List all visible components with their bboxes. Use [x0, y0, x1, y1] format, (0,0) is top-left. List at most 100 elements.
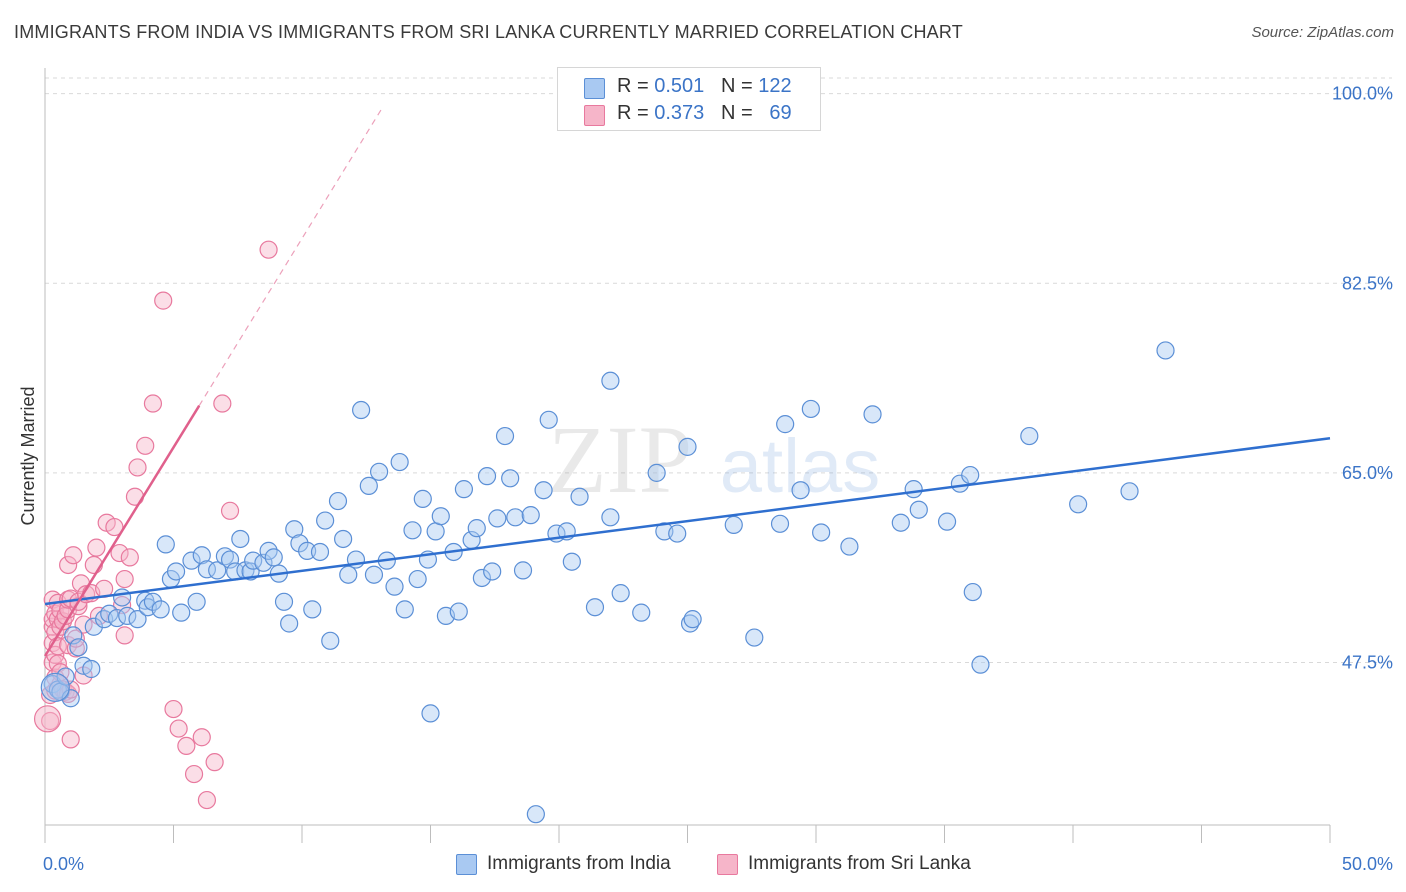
correlation-legend: R = 0.501 N = 122 R = 0.373 N = 69: [557, 67, 821, 131]
india-point: [1156, 341, 1175, 360]
india-point: [220, 550, 240, 569]
india-point: [904, 480, 923, 499]
chart-title: IMMIGRANTS FROM INDIA VS IMMIGRANTS FROM…: [14, 22, 963, 42]
srilanka-point: [115, 569, 134, 589]
srilanka-point: [105, 517, 124, 537]
watermark-atlas: atlas: [720, 424, 881, 509]
india-point: [562, 552, 581, 571]
india-point: [395, 600, 414, 619]
india-point: [611, 584, 630, 603]
india-point: [937, 512, 957, 531]
india-point: [891, 513, 910, 532]
india-point: [570, 487, 589, 506]
india-point: [370, 462, 389, 481]
legend-india-r-value: 0.501: [654, 75, 705, 97]
bottom-legend-swatch-srilanka: [717, 854, 738, 875]
srilanka-point: [259, 240, 278, 259]
india-point: [961, 465, 980, 485]
x-tick-label-min: 0.0%: [43, 854, 84, 874]
india-point: [601, 508, 620, 527]
india-point: [364, 565, 384, 584]
india-point: [390, 452, 409, 472]
y-tick-label: 47.5%: [1342, 652, 1393, 672]
india-point: [95, 610, 114, 629]
india-point: [863, 405, 882, 424]
india-point: [264, 548, 283, 567]
srilanka-point: [143, 394, 163, 413]
india-point: [328, 491, 348, 511]
srilanka-point: [154, 291, 173, 310]
india-point: [971, 655, 990, 674]
india-point: [231, 529, 250, 549]
srilanka-point: [177, 736, 196, 756]
srilanka-point: [169, 719, 188, 738]
india-point: [683, 610, 702, 629]
trend-lines: [43, 108, 1331, 657]
india-point: [601, 371, 620, 390]
india-point: [280, 614, 299, 633]
srilanka-point: [136, 436, 155, 455]
srilanka-point: [33, 705, 62, 733]
india-point: [298, 541, 317, 560]
legend-swatch-srilanka: [584, 105, 605, 126]
india-point: [472, 568, 491, 588]
india-point: [585, 598, 605, 617]
india-point: [501, 469, 520, 488]
legend-srilanka-r-value: 0.373: [654, 102, 705, 124]
india-point: [513, 561, 533, 580]
legend-india-n-label: N =: [720, 75, 753, 97]
india-point: [182, 551, 201, 570]
srilanka-point: [164, 699, 183, 719]
axes: [44, 68, 1331, 843]
india-point: [40, 672, 70, 703]
india-point: [254, 553, 273, 572]
india-point: [770, 514, 790, 533]
legend-srilanka-r-label: R =: [617, 102, 649, 124]
india-point: [285, 520, 304, 539]
srilanka-point: [61, 730, 80, 749]
srilanka-point: [110, 543, 129, 563]
india-point: [187, 592, 206, 611]
india-point: [156, 535, 175, 554]
india-point: [112, 588, 132, 607]
india-point: [172, 603, 191, 622]
srilanka-points: [33, 240, 278, 810]
india-point: [310, 542, 330, 562]
india-point: [166, 562, 186, 581]
india-point: [539, 410, 558, 429]
india-point: [776, 415, 795, 434]
india-point: [339, 565, 358, 584]
india-point: [64, 626, 83, 645]
india-point: [215, 547, 234, 566]
india-point: [290, 534, 309, 553]
india-point: [488, 509, 507, 528]
india-point: [143, 592, 163, 611]
india-point: [791, 481, 810, 500]
india-point: [408, 569, 427, 589]
india-point: [678, 437, 697, 456]
india-point: [467, 519, 486, 538]
india-point: [745, 628, 764, 647]
india-point: [426, 522, 445, 541]
legend-srilanka-n-label: N =: [720, 102, 753, 124]
india-point: [909, 500, 928, 519]
india-point: [521, 506, 540, 525]
y-axis-title: Currently Married: [18, 386, 38, 525]
india-point: [274, 592, 294, 611]
india-point: [385, 577, 404, 596]
india-point: [526, 805, 545, 824]
bottom-legend-label-srilanka: Immigrants from Sri Lanka: [748, 853, 971, 874]
india-trend-line: [44, 436, 1331, 606]
srilanka-trend-extension: [198, 108, 383, 407]
watermark: ZIP atlas: [548, 406, 880, 513]
srilanka-point: [184, 764, 204, 784]
india-point: [352, 400, 371, 420]
srilanka-point: [87, 538, 106, 557]
india-point: [334, 529, 353, 549]
source-label: Source: ZipAtlas.com: [1251, 24, 1394, 41]
legend-india-r-label: R =: [617, 75, 649, 97]
srilanka-point: [59, 555, 78, 575]
srilanka-point: [115, 626, 134, 645]
india-point: [449, 602, 468, 621]
india-point: [506, 508, 525, 527]
